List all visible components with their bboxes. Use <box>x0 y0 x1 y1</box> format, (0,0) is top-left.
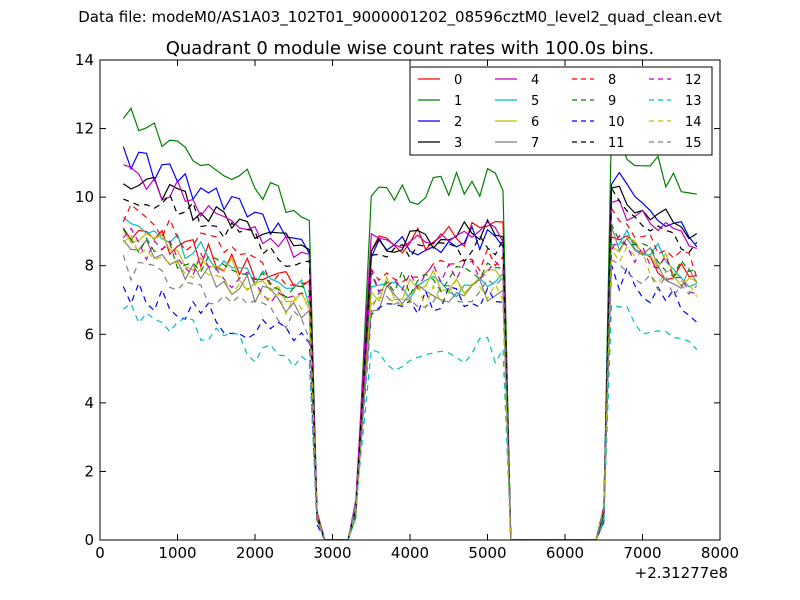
x-tick-label-8000: 8000 <box>701 544 739 562</box>
figure-suptitle: Data file: modeM0/AS1A03_102T01_90000012… <box>78 8 722 26</box>
legend-label-8: 8 <box>608 73 616 88</box>
series-group <box>122 107 698 540</box>
legend-label-1: 1 <box>454 94 462 109</box>
x-tick-label-1000: 1000 <box>158 544 196 562</box>
legend-label-12: 12 <box>685 73 702 88</box>
series-line-11 <box>123 186 698 540</box>
y-tick-label-6: 6 <box>84 325 94 343</box>
legend-label-2: 2 <box>454 115 462 130</box>
y-tick-label-0: 0 <box>84 531 94 549</box>
series-line-4 <box>123 164 697 540</box>
legend-label-15: 15 <box>685 136 702 151</box>
y-tick-label-8: 8 <box>84 257 94 275</box>
series-line-1 <box>122 107 697 540</box>
series-line-12 <box>122 227 697 540</box>
y-tick-label-2: 2 <box>84 462 94 480</box>
y-tick-label-10: 10 <box>75 188 94 206</box>
legend-label-14: 14 <box>685 115 702 130</box>
x-tick-label-5000: 5000 <box>468 544 506 562</box>
x-offset-label: +2.31277e8 <box>635 564 728 582</box>
x-tick-label-3000: 3000 <box>313 544 351 562</box>
legend-box <box>409 66 713 156</box>
series-line-13 <box>122 302 698 540</box>
legend-label-13: 13 <box>685 94 702 109</box>
x-tick-label-2000: 2000 <box>236 544 274 562</box>
legend-label-10: 10 <box>608 115 625 130</box>
x-tick-label-7000: 7000 <box>623 544 661 562</box>
legend-label-3: 3 <box>454 136 462 151</box>
y-tick-label-12: 12 <box>75 120 94 138</box>
legend-label-9: 9 <box>608 94 616 109</box>
x-tick-label-0: 0 <box>95 544 105 562</box>
legend-label-6: 6 <box>531 115 539 130</box>
series-line-10 <box>122 264 698 540</box>
legend-label-5: 5 <box>531 94 539 109</box>
legend-label-4: 4 <box>531 73 539 88</box>
y-tick-label-14: 14 <box>75 51 94 69</box>
x-tick-label-4000: 4000 <box>391 544 429 562</box>
series-line-8 <box>122 203 698 540</box>
legend-label-11: 11 <box>608 136 625 151</box>
series-line-14 <box>122 233 698 540</box>
y-tick-label-4: 4 <box>84 394 94 412</box>
legend-label-7: 7 <box>531 136 539 151</box>
x-tick-label-6000: 6000 <box>546 544 584 562</box>
series-line-6 <box>122 229 697 540</box>
legend-label-0: 0 <box>454 73 462 88</box>
chart-title: Quadrant 0 module wise count rates with … <box>166 38 655 59</box>
